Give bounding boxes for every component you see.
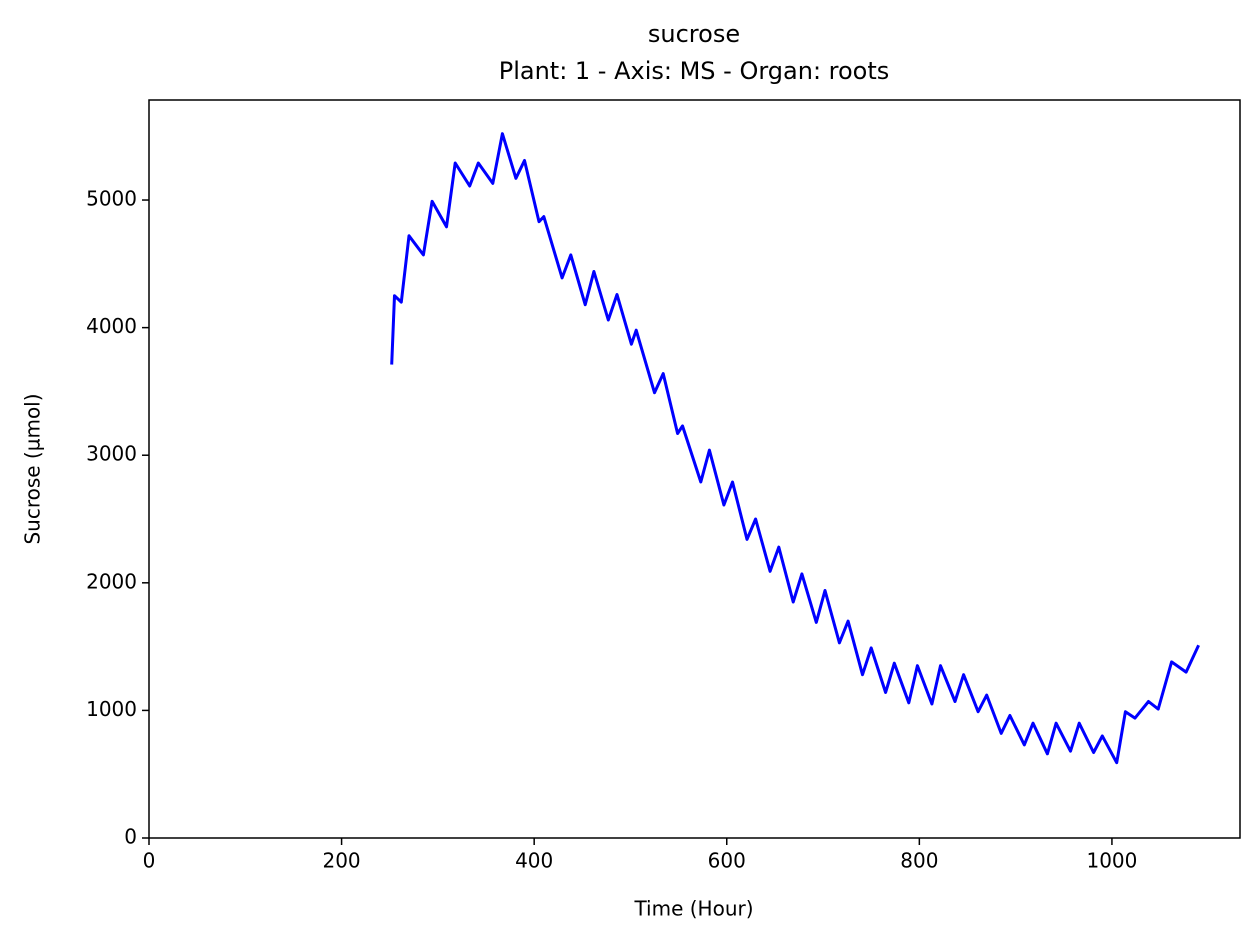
y-axis-label: Sucrose (µmol) bbox=[21, 393, 45, 544]
y-tick-label: 1000 bbox=[86, 697, 137, 721]
x-tick-label: 800 bbox=[900, 849, 938, 873]
x-tick-label: 0 bbox=[143, 849, 156, 873]
plot-frame bbox=[148, 99, 1241, 839]
x-tick-label: 400 bbox=[515, 849, 553, 873]
x-axis-label: Time (Hour) bbox=[633, 897, 753, 921]
y-tick-label: 0 bbox=[124, 825, 137, 849]
y-tick-label: 4000 bbox=[86, 314, 137, 338]
y-tick-label: 5000 bbox=[86, 187, 137, 211]
x-tick-label: 200 bbox=[322, 849, 360, 873]
y-tick-label: 3000 bbox=[86, 442, 137, 466]
x-tick-label: 600 bbox=[708, 849, 746, 873]
y-tick-label: 2000 bbox=[86, 569, 137, 593]
chart-subtitle: Plant: 1 - Axis: MS - Organ: roots bbox=[499, 57, 890, 85]
chart-title: sucrose bbox=[648, 20, 740, 48]
data-line bbox=[390, 132, 1200, 765]
x-tick-label: 1000 bbox=[1086, 849, 1137, 873]
